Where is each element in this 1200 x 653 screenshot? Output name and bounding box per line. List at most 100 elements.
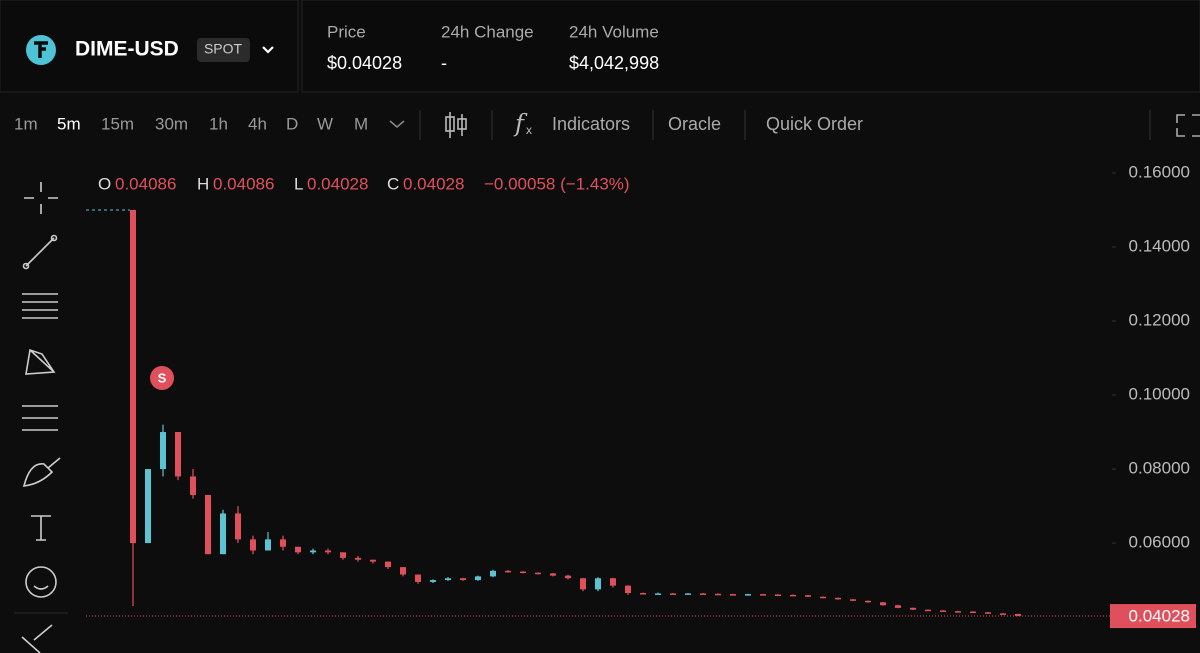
candle-body	[745, 594, 751, 596]
y-tick-label: 0.08000	[1129, 459, 1190, 478]
dropdown-icon[interactable]	[262, 46, 274, 54]
candle-body	[685, 593, 691, 595]
candle-body	[610, 578, 616, 586]
last-price-tag	[1110, 604, 1196, 629]
candle-body	[235, 513, 241, 540]
interval[interactable]: D	[286, 114, 298, 133]
interval[interactable]: W	[317, 114, 333, 133]
y-tick-label: 0.16000	[1129, 162, 1190, 181]
interval[interactable]: 5m	[57, 114, 81, 133]
candle-body	[220, 513, 226, 555]
candle-body	[205, 494, 211, 555]
y-tick-label: 0.14000	[1129, 236, 1190, 255]
candle-body	[955, 611, 961, 613]
candle-body	[490, 570, 496, 577]
candle-body	[370, 559, 376, 562]
fx-icon-sub: x	[526, 123, 532, 137]
legend-l: L	[294, 174, 303, 193]
candle-body	[925, 609, 931, 612]
candle-body	[850, 599, 856, 601]
legend-o: O	[98, 174, 111, 193]
candle-body	[640, 593, 646, 595]
candle-body	[760, 594, 766, 596]
legend-h: H	[197, 174, 209, 193]
candle-body	[655, 593, 661, 595]
toolbar	[0, 95, 1200, 155]
stat-value: -	[441, 53, 447, 73]
toolbar-button[interactable]: Quick Order	[766, 114, 863, 134]
candle-body	[520, 571, 526, 574]
candle-body	[835, 597, 841, 600]
drawing-tools	[21, 182, 61, 653]
candle-body	[820, 596, 826, 599]
candle-body	[160, 432, 166, 470]
candle-body	[730, 594, 736, 596]
stat-value: $4,042,998	[569, 53, 659, 73]
candle-body	[355, 557, 361, 560]
candle-icon[interactable]	[445, 112, 467, 138]
candle-body	[970, 611, 976, 614]
candle-body	[535, 572, 541, 575]
candle-body	[130, 209, 136, 544]
legend-o-value: 0.04086	[115, 174, 176, 193]
candle-body	[910, 607, 916, 610]
candle-body	[595, 578, 601, 590]
candle-body	[175, 432, 181, 477]
candle-body	[400, 567, 406, 575]
interval[interactable]: M	[354, 114, 368, 133]
candle-body	[1000, 613, 1006, 615]
interval[interactable]: 1h	[209, 114, 228, 133]
interval[interactable]: 4h	[248, 114, 267, 133]
toolbar-button[interactable]: Oracle	[668, 114, 721, 134]
candle-body	[325, 550, 331, 553]
candle-body	[940, 610, 946, 612]
candle-body	[985, 612, 991, 614]
y-tick-label: 0.06000	[1129, 533, 1190, 552]
fullscreen-icon[interactable]	[1176, 114, 1200, 137]
candle-body	[625, 585, 631, 594]
interval[interactable]: 15m	[101, 114, 134, 133]
stat-label: 24h Change	[441, 22, 534, 41]
candle-body	[895, 605, 901, 608]
candle-body	[565, 575, 571, 579]
interval[interactable]: 30m	[155, 114, 188, 133]
candle-body	[700, 593, 706, 595]
candle-body	[580, 578, 586, 590]
interval-dropdown[interactable]	[389, 120, 405, 128]
candle-body	[250, 539, 256, 551]
stat-value: $0.04028	[327, 53, 402, 73]
candle-body	[280, 539, 286, 547]
candle-body	[445, 578, 451, 581]
candle-body	[190, 476, 196, 495]
candle-body	[550, 573, 556, 576]
legend-change: −0.00058 (−1.43%)	[484, 174, 630, 193]
y-tick-label: 0.12000	[1129, 310, 1190, 329]
last-price-label: 0.04028	[1129, 607, 1190, 626]
legend-c: C	[387, 174, 399, 193]
candle-body	[385, 561, 391, 568]
sell-marker[interactable]	[150, 366, 174, 390]
y-tick-label: 0.10000	[1129, 385, 1190, 404]
candle-body	[430, 580, 436, 582]
candle-body	[805, 595, 811, 597]
candle-body	[145, 469, 151, 544]
stat-label: 24h Volume	[569, 22, 659, 41]
badge: SPOT	[204, 41, 243, 57]
candle-body	[1015, 613, 1021, 617]
toolbar-button[interactable]: Indicators	[552, 114, 630, 134]
candle-body	[265, 539, 271, 551]
candle-body	[865, 600, 871, 603]
candle-body	[670, 593, 676, 595]
candle-body	[880, 602, 886, 606]
candle-body	[790, 594, 796, 597]
candle-body	[475, 576, 481, 581]
candle-body	[340, 552, 346, 558]
stats-panel	[301, 0, 1200, 93]
interval[interactable]: 1m	[14, 114, 38, 133]
legend-c-value: 0.04028	[403, 174, 464, 193]
candle-body	[460, 578, 466, 581]
candle-body	[415, 574, 421, 582]
stat-label: Price	[327, 22, 366, 41]
